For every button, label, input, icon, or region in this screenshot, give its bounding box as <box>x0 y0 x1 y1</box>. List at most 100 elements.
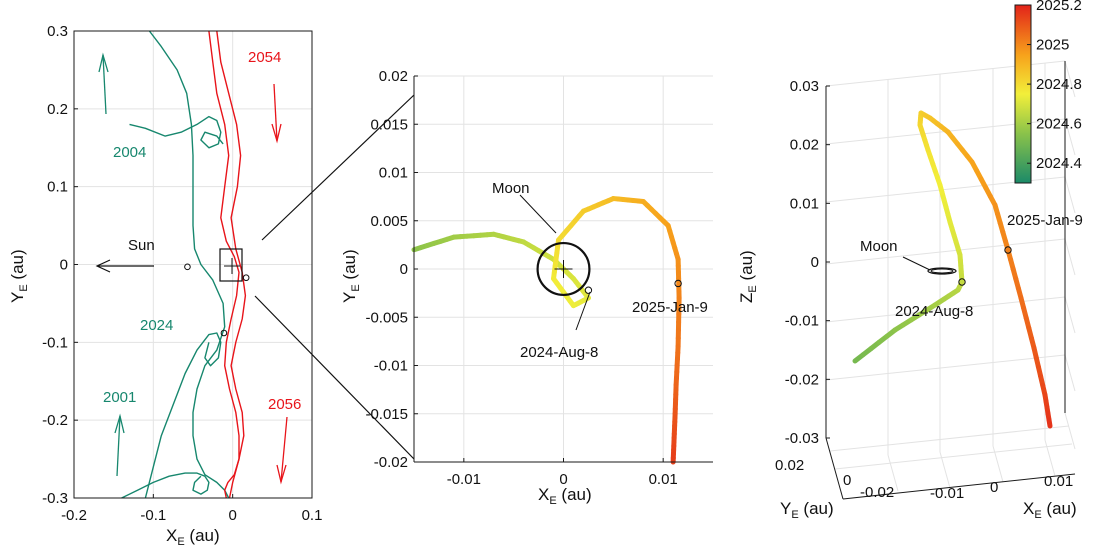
zoom-connector-bottom <box>254 295 415 460</box>
ytick-3d-1: 0 <box>843 472 851 489</box>
middle-ytick-label: 0.01 <box>379 165 408 182</box>
left-ytick-label: 0.3 <box>47 23 68 40</box>
right-marker-start <box>958 278 966 286</box>
sun-label: Sun <box>128 237 155 254</box>
moon-3d-label: Moon <box>860 238 898 255</box>
left-trajectory-green-3 <box>121 472 210 499</box>
middle-ytick-label: 0.015 <box>370 116 408 133</box>
moon-label: Moon <box>492 180 530 197</box>
middle-xtick-label: 0.01 <box>649 471 678 488</box>
middle-ytick-label: 0 <box>400 261 408 278</box>
left-trajectory-green-1 <box>129 115 224 149</box>
right-ztick-label: 0.01 <box>790 195 819 212</box>
left-series <box>121 30 250 499</box>
middle-marker-1 <box>674 279 682 288</box>
middle-ytick-label: -0.01 <box>374 358 408 375</box>
xtick-3d-2: 0.01 <box>1044 473 1073 490</box>
middle-ytick-label: 0.02 <box>379 68 408 85</box>
right-series <box>852 110 1053 429</box>
green-arrow-bottom <box>114 413 125 477</box>
right-zlabel: ZE (au) <box>737 250 759 303</box>
colorbar <box>1014 4 1032 184</box>
left-xtick-label: -0.2 <box>61 507 87 524</box>
left-ytick-label: -0.1 <box>42 334 68 351</box>
right-ztick-label: 0.03 <box>790 78 819 95</box>
left-ytick-label: 0.1 <box>47 179 68 196</box>
moon-orbit-3d-inner <box>930 268 954 274</box>
middle-ytick-label: -0.02 <box>374 454 408 471</box>
right-ztick-label: 0 <box>811 254 819 271</box>
middle-series <box>411 196 682 465</box>
right-xlabel: XE (au) <box>1023 499 1077 521</box>
right-marker-end <box>1004 246 1012 254</box>
moon-3d-pointer <box>902 256 931 271</box>
colorbar-tick-label: 2024.6 <box>1036 116 1082 133</box>
left-trajectory-green-0 <box>148 30 230 499</box>
right-3d-panel: Moon 2024-Aug-8 2025-Jan-9 -0.03-0.02-0.… <box>737 0 1083 521</box>
red-arrow-bottom <box>276 416 288 485</box>
left-ytick-label: -0.2 <box>42 412 68 429</box>
right-z-ticks: -0.03 -0.02 -0.01 0 0.01 0.02 0.03 <box>785 78 830 447</box>
left-trajectory-red-5 <box>216 30 247 499</box>
label-2001: 2001 <box>103 389 136 406</box>
label-2024: 2024 <box>140 317 173 334</box>
left-xtick-label: 0.1 <box>302 507 323 524</box>
earth-marker-middle <box>554 260 573 278</box>
ytick-3d-0: 0.02 <box>775 457 804 474</box>
middle-ytick-label: -0.015 <box>365 406 408 423</box>
colorbar-tick-label: 2024.8 <box>1036 76 1082 93</box>
middle-xtick-label: -0.01 <box>447 471 481 488</box>
moon-orbit <box>536 241 591 297</box>
right-ylabel: YE (au) <box>780 499 834 521</box>
left-ytick-label: 0 <box>60 257 68 274</box>
start-3d-label: 2024-Aug-8 <box>895 303 973 320</box>
label-2054: 2054 <box>248 49 281 66</box>
right-ztick-label: -0.02 <box>785 371 819 388</box>
start-label: 2024-Aug-8 <box>520 344 598 361</box>
left-marker-1 <box>220 329 228 337</box>
label-2056: 2056 <box>268 396 301 413</box>
middle-panel: -0.01 0 0.01 -0.02 -0.015 -0.01 -0.005 0 0.005 0.… <box>340 68 713 507</box>
left-ytick-label: 0.2 <box>47 101 68 118</box>
middle-marker-0 <box>584 286 593 294</box>
left-marker-2 <box>242 274 250 282</box>
colorbar-tick-label: 2025 <box>1036 37 1069 54</box>
left-xtick-label: -0.1 <box>140 507 166 524</box>
left-trajectory-green-2 <box>144 332 222 499</box>
left-xlabel: XE (au) <box>166 526 220 548</box>
green-arrow-top <box>98 52 109 115</box>
middle-ytick-label: -0.005 <box>365 309 408 326</box>
label-2004: 2004 <box>113 144 146 161</box>
left-marker-0 <box>184 263 191 271</box>
zoom-box <box>219 248 243 282</box>
middle-ylabel: YE (au) <box>340 249 362 303</box>
end-3d-label: 2025-Jan-9 <box>1007 212 1083 229</box>
ytick-3d-2: -0.02 <box>860 484 894 501</box>
right-trajectory-segment <box>1046 417 1053 429</box>
right-ztick-label: 0.02 <box>790 137 819 154</box>
left-ticks: -0.2 -0.1 0 0.1-0.3-0.2-0.100.10.20.3 <box>42 23 322 524</box>
colorbar-tick-label: 2025.2 <box>1036 0 1082 14</box>
right-ztick-label: -0.03 <box>785 430 819 447</box>
left-xtick-label: 0 <box>228 507 236 524</box>
start-pointer <box>575 291 591 331</box>
middle-ticks: -0.01 0 0.01 -0.02 -0.015 -0.01 -0.005 0 0.005 0.… <box>365 68 677 488</box>
moon-pointer <box>519 194 557 234</box>
xtick-3d-0: -0.01 <box>930 485 964 502</box>
sun-arrow-head <box>95 259 111 273</box>
middle-ytick-label: 0.005 <box>370 213 408 230</box>
end-label: 2025-Jan-9 <box>632 299 708 316</box>
earth-marker <box>224 258 240 274</box>
middle-xlabel: XE (au) <box>538 485 592 507</box>
left-ylabel: YE (au) <box>8 249 30 303</box>
colorbar-tick-label: 2024.4 <box>1036 155 1082 172</box>
left-panel: -0.2 -0.1 0 0.1-0.3-0.2-0.100.10.20.3 Sun 2… <box>8 23 322 548</box>
red-arrow-top <box>271 83 282 144</box>
moon-orbit-3d <box>927 267 957 275</box>
left-ytick-label: -0.3 <box>42 490 68 507</box>
right-ztick-label: -0.01 <box>785 313 819 330</box>
middle-xtick-label: 0 <box>559 471 567 488</box>
colorbar-ticks: 2024.4 2024.6 2024.8 2025 2025.2 <box>1027 0 1082 172</box>
xtick-3d-1: 0 <box>990 479 998 496</box>
